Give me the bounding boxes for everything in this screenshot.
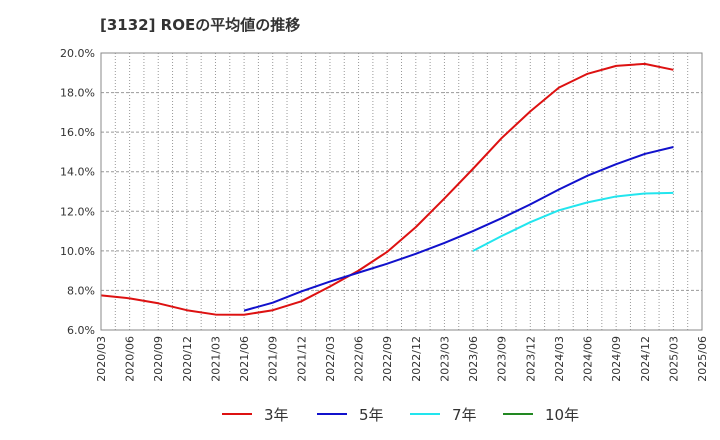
x-tick-label: 2024/09 <box>610 336 623 382</box>
chart-title: [3132] ROEの平均値の推移 <box>100 16 300 34</box>
x-tick-label: 2023/12 <box>524 336 537 382</box>
legend-label: 3年 <box>264 406 289 424</box>
legend-label: 5年 <box>359 406 384 424</box>
y-axis-ticks: 6.0% 8.0% 10.0% 12.0% 14.0% 16.0% 18.0% 20.0% <box>60 47 95 337</box>
y-tick-label: 8.0% <box>67 284 95 297</box>
x-tick-label: 2025/03 <box>667 336 680 382</box>
x-tick-label: 2020/03 <box>95 336 108 382</box>
series-lines <box>100 62 674 316</box>
x-tick-label: 2022/12 <box>410 336 423 382</box>
y-tick-label: 16.0% <box>60 126 95 139</box>
grid <box>101 53 702 330</box>
x-axis-ticks: 2020/03 2020/06 2020/09 2020/12 2021/03 2021/… <box>95 336 709 382</box>
x-tick-label: 2023/06 <box>467 336 480 382</box>
x-tick-label: 2021/03 <box>209 336 222 382</box>
x-tick-label: 2025/06 <box>696 336 709 382</box>
x-tick-label: 2023/03 <box>438 336 451 382</box>
y-tick-label: 10.0% <box>60 245 95 258</box>
legend: 3年 5年 7年 10年 <box>222 406 579 424</box>
x-tick-label: 2022/09 <box>381 336 394 382</box>
x-tick-label: 2021/12 <box>295 336 308 382</box>
x-tick-label: 2021/09 <box>267 336 280 382</box>
x-tick-label: 2021/06 <box>238 336 251 382</box>
legend-label: 10年 <box>545 406 579 424</box>
x-tick-label: 2022/03 <box>324 336 337 382</box>
x-tick-label: 2024/06 <box>582 336 595 382</box>
x-tick-label: 2023/09 <box>496 336 509 382</box>
y-tick-label: 14.0% <box>60 166 95 179</box>
y-tick-label: 18.0% <box>60 87 95 100</box>
y-tick-label: 12.0% <box>60 205 95 218</box>
x-tick-label: 2024/03 <box>553 336 566 382</box>
x-tick-label: 2024/12 <box>639 336 652 382</box>
plot-frame <box>100 52 703 331</box>
x-tick-label: 2020/12 <box>181 336 194 382</box>
series-line-5年 <box>243 146 674 312</box>
y-tick-label: 6.0% <box>67 324 95 337</box>
x-tick-label: 2020/06 <box>124 336 137 382</box>
series-line-3年 <box>100 62 674 316</box>
series-line-7年 <box>472 191 674 252</box>
legend-label: 7年 <box>452 406 477 424</box>
y-tick-label: 20.0% <box>60 47 95 60</box>
x-tick-label: 2020/09 <box>152 336 165 382</box>
x-tick-label: 2022/06 <box>353 336 366 382</box>
